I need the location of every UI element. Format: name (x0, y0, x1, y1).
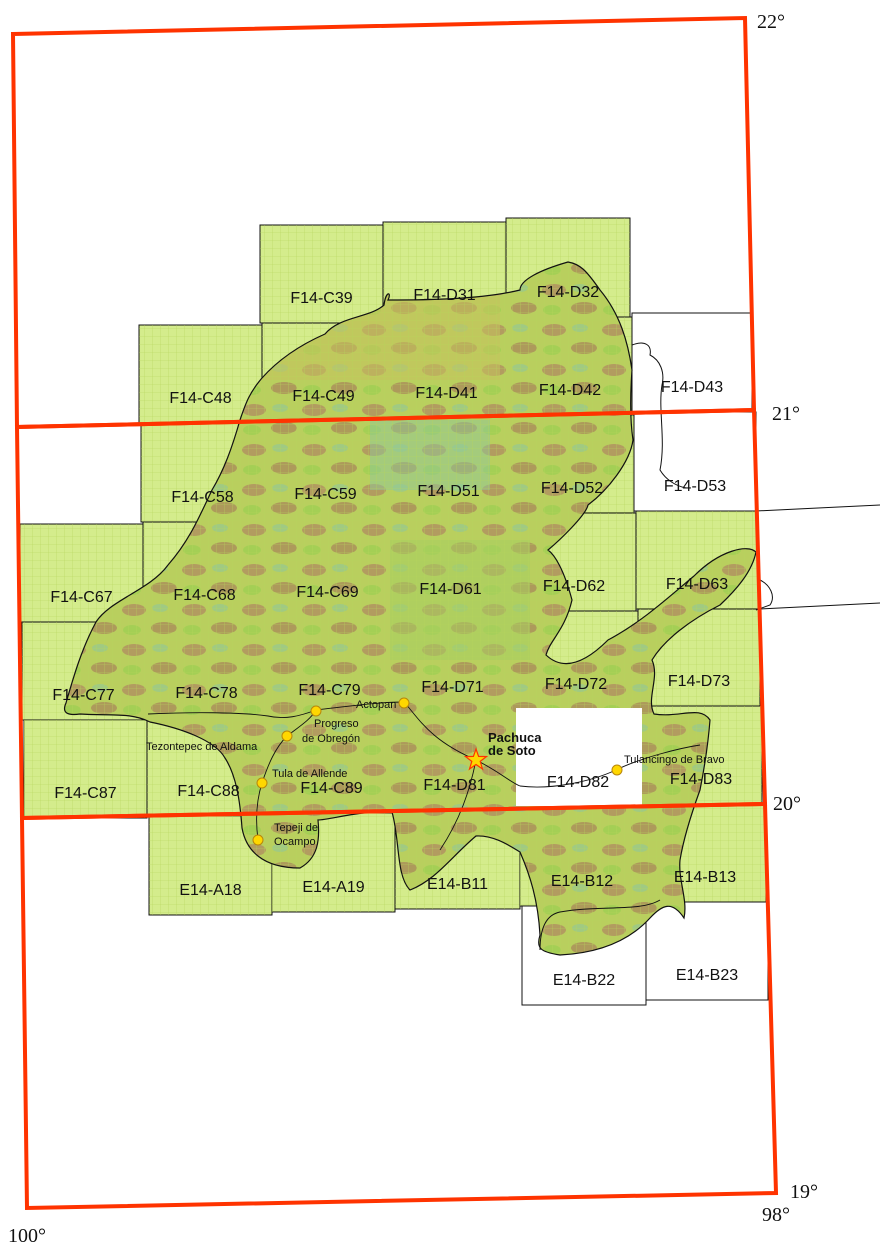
city-label-actopan: Actopan (356, 699, 396, 711)
tile-label-f14-d83: F14-D83 (670, 771, 732, 788)
city-label-tula: Tula de Allende (272, 768, 347, 780)
tile-label-e14-b23: E14-B23 (676, 967, 738, 984)
city-label-tulancingo: Tulancingo de Bravo (624, 754, 725, 766)
tile-label-f14-d62: F14-D62 (543, 578, 605, 595)
tile-label-f14-c49: F14-C49 (292, 388, 354, 405)
lon-98-label: 98° (762, 1204, 790, 1226)
tile-label-f14-d53: F14-D53 (664, 478, 726, 495)
tile-finegrid-f14-c48 (139, 325, 262, 423)
tile-label-f14-d31: F14-D31 (413, 287, 475, 304)
tile-label-f14-c69: F14-C69 (296, 584, 358, 601)
tile-label-f14-d82: F14-D82 (547, 774, 609, 791)
city-label-tepeji-1: Tepeji de (274, 822, 318, 834)
tile-label-f14-d41: F14-D41 (415, 385, 477, 402)
degree-frames (10, 15, 779, 1211)
degree-labels: 22° 21° 20° 19° 98° 100° (8, 11, 818, 1247)
frame-19-20 (19, 801, 779, 1211)
tile-label-f14-c68: F14-C68 (173, 587, 235, 604)
state-boundary (63, 261, 757, 956)
tile-label-f14-d63: F14-D63 (666, 576, 728, 593)
tile-label-e14-b22: E14-B22 (553, 972, 615, 989)
tile-label-e14-a19: E14-A19 (302, 879, 364, 896)
grid-extension-line-1 (759, 602, 880, 610)
tile-label-f14-c48: F14-C48 (169, 390, 231, 407)
tile-labels: F14-C39 F14-D31 F14-D32 F14-C48 F14-C49 F14-D… (50, 284, 738, 989)
tile-label-f14-d71: F14-D71 (421, 679, 483, 696)
tile-label-f14-c87: F14-C87 (54, 785, 116, 802)
tile-label-e14-a18: E14-A18 (179, 882, 241, 899)
tile-label-f14-c79: F14-C79 (298, 682, 360, 699)
tile-label-e14-b11: E14-B11 (427, 876, 488, 893)
city-label-tezontepec: Tezontepec de Aldama (146, 741, 258, 753)
tile-label-f14-c89: F14-C89 (300, 780, 362, 797)
tile-label-f14-c39: F14-C39 (290, 290, 352, 307)
tile-label-f14-d51: F14-D51 (417, 483, 479, 500)
tile-e14-b23[interactable] (645, 901, 769, 1001)
city-marker-tulancingo[interactable] (611, 764, 623, 776)
tile-label-f14-d81: F14-D81 (423, 777, 485, 794)
star-icon[interactable] (463, 747, 489, 771)
city-marker-tula[interactable] (256, 777, 268, 789)
tile-finegrid-f14-c87 (24, 720, 147, 818)
lat-22-label: 22° (757, 11, 785, 33)
state-boundary-south (539, 899, 661, 951)
tile-label-f14-c77: F14-C77 (52, 687, 114, 704)
city-label-progreso-2: de Obregón (302, 733, 360, 745)
lat-20-label: 20° (773, 793, 801, 815)
tile-label-f14-d73: F14-D73 (668, 673, 730, 690)
city-label-tepeji-2: Ocampo (274, 836, 316, 848)
grid-extension-line-0 (755, 504, 880, 512)
lat-19-label: 19° (790, 1181, 818, 1203)
tile-label-f14-d42: F14-D42 (539, 382, 601, 399)
tile-F14-D82-uncovered (516, 708, 642, 806)
capital-marker-group: Pachuca de Soto (463, 730, 542, 771)
tile-f14-d53[interactable] (633, 411, 757, 512)
tile-finegrid-f14-c39 (260, 225, 383, 323)
tile-label-f14-c78: F14-C78 (175, 685, 237, 702)
state-boundary-east (631, 342, 687, 489)
tile-label-e14-b13: E14-B13 (674, 869, 736, 886)
tile-label-f14-c88: F14-C88 (177, 783, 239, 800)
tile-label-e14-b12: E14-B12 (551, 873, 613, 890)
lon-100-label: 100° (8, 1225, 46, 1247)
tile-label-f14-c59: F14-C59 (294, 486, 356, 503)
lat-21-label: 21° (772, 403, 800, 425)
tile-label-f14-c58: F14-C58 (171, 489, 233, 506)
tile-label-f14-d32: F14-D32 (537, 284, 599, 301)
city-marker-progreso[interactable] (310, 705, 322, 717)
tile-f14-d43[interactable] (631, 312, 753, 413)
capital-label-2: de Soto (488, 743, 536, 758)
capital-label-1: Pachuca (488, 730, 542, 745)
city-label-progreso-1: Progreso (314, 718, 359, 730)
tile-label-f14-d61: F14-D61 (419, 581, 481, 598)
tile-label-f14-c67: F14-C67 (50, 589, 112, 606)
city-markers: Actopan Progreso de Obregón Tezontepec d… (146, 697, 725, 848)
tile-label-f14-d72: F14-D72 (545, 676, 607, 693)
city-marker-tezontepec[interactable] (281, 730, 293, 742)
state-boundary-d63 (755, 579, 773, 611)
city-marker-actopan[interactable] (398, 697, 410, 709)
tile-label-f14-d43: F14-D43 (661, 379, 723, 396)
tile-label-f14-d52: F14-D52 (541, 480, 603, 497)
city-marker-tepeji[interactable] (252, 834, 264, 846)
